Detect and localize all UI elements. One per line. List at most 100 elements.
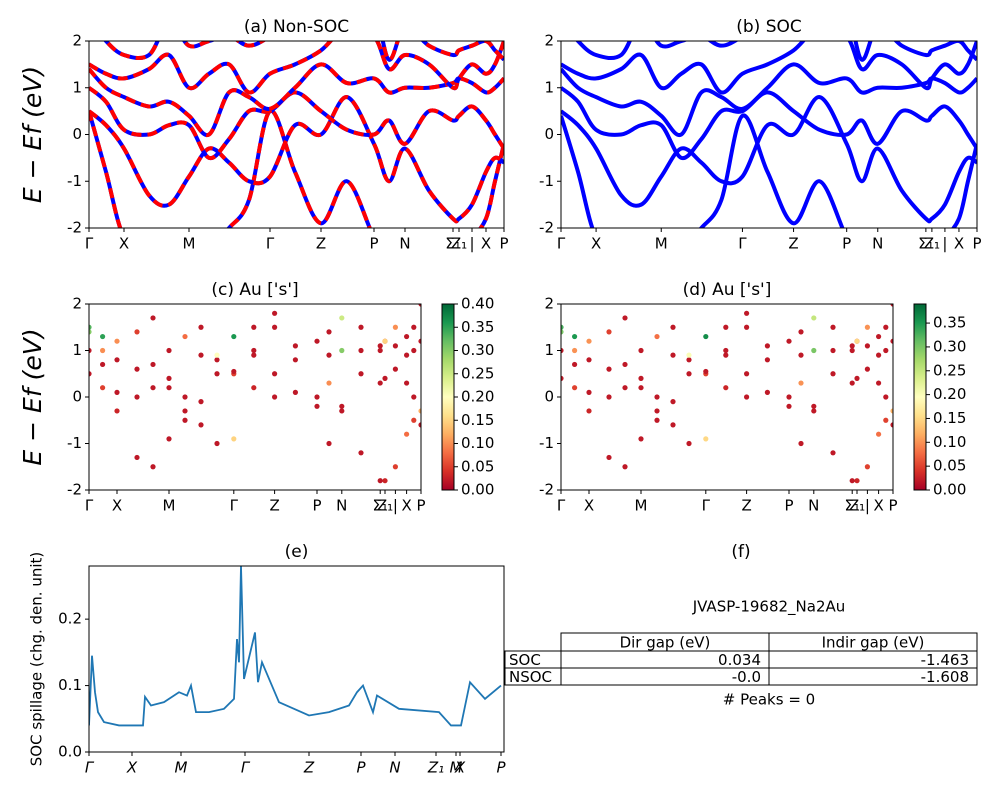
point	[830, 450, 836, 456]
point	[418, 304, 421, 307]
y-tick-label: 2	[72, 295, 82, 313]
panel-title: (d) Au ['s']	[683, 280, 772, 300]
y-tick-label: 0	[72, 388, 82, 406]
point	[686, 371, 692, 377]
x-tick-label: X	[126, 759, 138, 777]
point	[411, 347, 417, 354]
x-tick-label: P	[499, 235, 508, 253]
point	[830, 371, 836, 377]
point	[198, 352, 204, 358]
point	[314, 403, 320, 409]
panel-title: (a) Non-SOC	[244, 17, 349, 37]
y-tick-label: 1	[544, 78, 554, 96]
line	[89, 566, 502, 727]
colorbar-tick-label: 0.10	[461, 434, 494, 452]
point	[114, 338, 120, 344]
colorbar-tick-label: 0.35	[933, 314, 966, 332]
point	[703, 436, 709, 442]
y-tick-label: 0	[72, 125, 82, 143]
table-header: Indir gap (eV)	[822, 634, 925, 652]
x-tick-label: N	[872, 235, 883, 253]
colorbar-tick-label: 0.15	[461, 411, 494, 429]
point	[606, 394, 612, 400]
x-tick-label: Γ	[230, 497, 239, 515]
point	[214, 371, 220, 377]
point	[849, 347, 855, 354]
line	[575, 41, 977, 62]
x-tick-label: |	[942, 235, 947, 253]
point	[744, 324, 750, 330]
point	[586, 408, 592, 414]
point	[182, 394, 188, 400]
point	[251, 385, 257, 391]
point	[272, 371, 278, 377]
point	[876, 380, 882, 386]
point	[418, 338, 421, 344]
point	[830, 347, 836, 354]
point	[392, 366, 398, 372]
point	[114, 408, 120, 414]
line-overlay	[89, 95, 504, 224]
point	[166, 347, 172, 354]
point	[786, 297, 791, 302]
x-tick-label: X	[873, 497, 883, 515]
point	[418, 408, 421, 414]
point	[150, 315, 156, 321]
point	[404, 352, 410, 358]
point	[798, 440, 804, 447]
line-overlay	[103, 41, 504, 62]
point	[654, 394, 660, 400]
point	[114, 389, 120, 395]
point	[377, 478, 383, 484]
point	[392, 324, 398, 330]
colorbar-tick-label: 0.20	[933, 385, 966, 403]
table-cell-text: -0.0	[732, 668, 761, 686]
y-axis-label: E − Ef (eV)	[18, 328, 47, 465]
point	[134, 366, 140, 372]
point	[764, 389, 771, 395]
y-axis-label: SOC spillage (chg. den. unit)	[28, 552, 46, 767]
point	[134, 394, 140, 400]
point	[404, 431, 410, 437]
plot-area	[89, 304, 421, 484]
point	[418, 422, 421, 428]
point	[686, 440, 692, 447]
point	[272, 394, 278, 400]
point	[606, 329, 612, 335]
point	[292, 357, 298, 363]
colorbar-tick-label: 0.00	[933, 481, 966, 499]
point	[404, 380, 410, 386]
point	[786, 338, 792, 344]
point	[358, 324, 364, 330]
x-tick-label: Z	[316, 235, 326, 253]
y-tick-label: -1	[67, 172, 82, 190]
line-overlay	[89, 41, 504, 95]
y-tick-label: 1	[72, 78, 82, 96]
point	[326, 440, 332, 447]
point	[572, 333, 578, 340]
point	[411, 417, 417, 423]
x-tick-label: Γ	[85, 235, 94, 253]
x-tick-label: P	[972, 235, 981, 253]
point	[561, 324, 564, 330]
x-tick-label: P	[369, 235, 378, 253]
point	[811, 408, 817, 414]
point	[723, 385, 729, 391]
plot-area	[561, 297, 893, 484]
table-footer: # Peaks = 0	[723, 691, 815, 709]
table-cell-text: -1.608	[921, 668, 969, 686]
y-tick-label: -2	[539, 219, 554, 237]
point	[358, 371, 364, 377]
x-tick-label: Z₁	[427, 759, 444, 777]
line	[561, 62, 977, 137]
point	[786, 403, 792, 409]
point	[764, 357, 771, 363]
point	[703, 368, 709, 375]
x-tick-label: P	[888, 497, 897, 515]
point	[292, 389, 298, 395]
x-tick-label: M	[450, 759, 463, 777]
table-cell	[768, 667, 978, 686]
point	[314, 394, 320, 400]
point	[670, 399, 676, 405]
